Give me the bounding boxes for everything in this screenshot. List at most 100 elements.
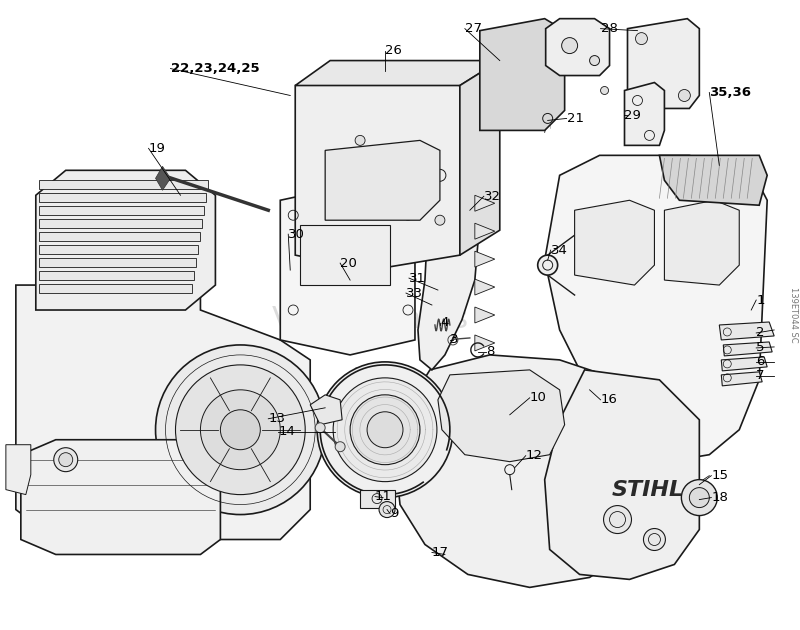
Text: 30: 30 [288,227,305,241]
Polygon shape [360,490,395,508]
Text: 12: 12 [526,449,542,462]
Polygon shape [719,322,774,340]
Text: 139ET044 SC: 139ET044 SC [789,287,798,343]
Circle shape [379,501,395,518]
Circle shape [54,448,78,472]
Circle shape [350,395,420,465]
Circle shape [317,362,453,498]
Polygon shape [722,357,767,371]
Polygon shape [722,372,762,386]
Text: 13: 13 [268,412,286,425]
Polygon shape [38,284,193,293]
Polygon shape [475,195,494,211]
Polygon shape [625,83,665,146]
Text: 34: 34 [550,244,567,256]
Circle shape [333,378,437,481]
Circle shape [682,479,718,515]
Text: 15: 15 [711,469,728,482]
Polygon shape [418,156,480,370]
Polygon shape [475,223,494,239]
Text: 27: 27 [465,22,482,35]
Text: 32: 32 [484,190,501,203]
Text: 6: 6 [756,355,765,369]
Circle shape [220,410,260,450]
Circle shape [355,135,365,146]
Text: 1: 1 [756,294,765,307]
Text: 17: 17 [432,546,449,559]
Polygon shape [6,445,31,495]
Text: 5: 5 [756,341,765,355]
Text: 14: 14 [278,425,295,438]
Polygon shape [155,166,170,190]
Text: 22,23,24,25: 22,23,24,25 [170,62,259,75]
Text: 7: 7 [756,369,765,382]
Text: 16: 16 [601,393,618,406]
Polygon shape [475,279,494,295]
Polygon shape [38,245,198,254]
Polygon shape [38,271,194,280]
Polygon shape [723,342,772,356]
Polygon shape [546,19,610,76]
Text: 2: 2 [756,326,765,340]
Polygon shape [460,60,500,255]
Polygon shape [475,335,494,351]
Text: 26: 26 [385,44,402,57]
Text: STIHL: STIHL [611,479,683,500]
Polygon shape [38,180,209,189]
Polygon shape [627,19,699,108]
Text: 35,36: 35,36 [710,86,751,99]
Polygon shape [38,193,206,202]
Text: 19: 19 [149,142,166,155]
Text: 29: 29 [623,109,640,122]
Text: 10: 10 [530,391,546,404]
Polygon shape [545,156,767,460]
Circle shape [562,38,578,54]
Polygon shape [438,370,565,462]
Polygon shape [574,200,654,285]
Circle shape [201,390,280,469]
Polygon shape [38,219,202,228]
Circle shape [315,423,325,433]
Polygon shape [475,307,494,323]
Polygon shape [295,60,500,86]
Polygon shape [545,370,699,580]
Circle shape [590,55,599,66]
Text: 31: 31 [409,272,426,285]
Text: 9: 9 [390,507,398,520]
Text: 33: 33 [406,287,423,299]
Polygon shape [38,232,201,241]
Text: 11: 11 [375,490,392,503]
Circle shape [335,442,345,452]
Polygon shape [475,251,494,267]
Polygon shape [325,140,440,220]
Text: 8: 8 [486,345,494,358]
Text: 4: 4 [440,316,448,329]
Polygon shape [665,200,739,285]
Polygon shape [480,19,565,130]
Polygon shape [310,395,342,425]
Polygon shape [295,71,460,270]
Polygon shape [21,440,220,554]
Polygon shape [395,355,654,587]
Polygon shape [659,156,767,205]
Text: 18: 18 [711,491,728,504]
Circle shape [690,488,710,508]
Circle shape [678,89,690,101]
Circle shape [58,453,73,467]
Polygon shape [38,206,205,215]
Text: Victo  spares: Victo spares [272,306,468,335]
Polygon shape [16,285,310,539]
Circle shape [435,215,445,225]
Polygon shape [36,170,215,310]
Polygon shape [38,258,197,267]
Circle shape [601,86,609,94]
Text: 20: 20 [340,256,357,270]
Circle shape [538,255,558,275]
Text: 21: 21 [566,112,584,125]
Polygon shape [280,185,415,355]
Circle shape [175,365,306,495]
Circle shape [635,33,647,45]
Circle shape [367,412,403,448]
Circle shape [603,506,631,534]
Text: 3: 3 [450,333,458,347]
